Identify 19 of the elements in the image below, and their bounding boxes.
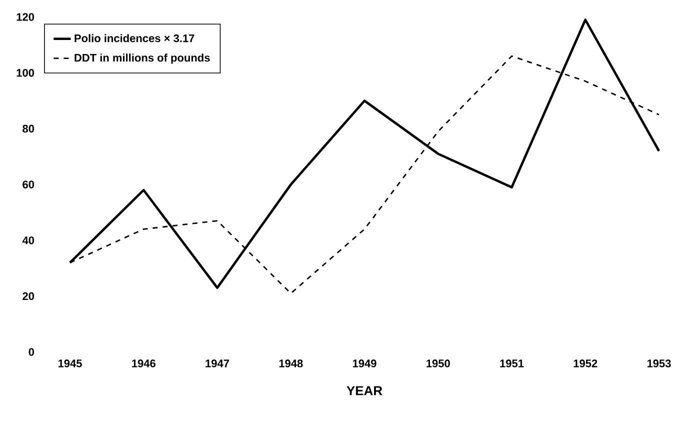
y-tick-label: 80: [22, 124, 34, 133]
x-tick-label: 1947: [206, 360, 229, 368]
y-tick-label: 100: [16, 68, 34, 77]
x-tick-label: 1945: [58, 360, 82, 368]
x-tick-label: 1953: [647, 360, 671, 368]
y-tick-label: 40: [22, 236, 34, 244]
x-tick-label: 1952: [574, 360, 598, 368]
x-tick-label: 1951: [500, 360, 524, 368]
x-tick-label: 1950: [426, 360, 450, 368]
legend-label: DDT in millions of pounds: [74, 54, 210, 64]
y-tick-label: 60: [22, 180, 34, 188]
legend-label: Polio incidences × 3.17: [74, 34, 194, 42]
x-tick-label: 1948: [279, 360, 303, 368]
x-tick-label: 1946: [132, 360, 156, 368]
y-tick-label: 120: [16, 13, 34, 21]
x-tick-label: 1949: [352, 360, 376, 368]
x-axis-title: YEAR: [346, 386, 382, 396]
y-tick-label: 20: [22, 292, 34, 300]
y-tick-label: 0: [28, 348, 34, 356]
